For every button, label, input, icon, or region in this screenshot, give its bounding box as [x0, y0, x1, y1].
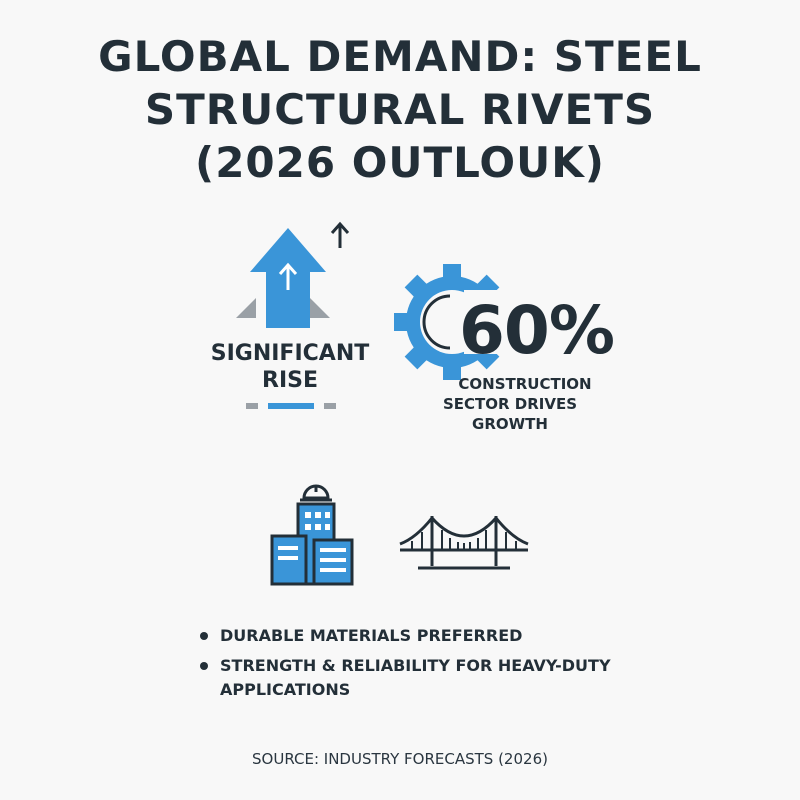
building-icon: [270, 484, 354, 586]
up-arrow-icon: [236, 221, 350, 328]
bullet-text: DURABLE MATERIALS PREFERRED: [220, 626, 523, 645]
list-item: DURABLE MATERIALS PREFERRED: [196, 624, 696, 648]
construction-caption-line-2: SECTOR DRIVES GROWTH: [442, 395, 578, 433]
bullet-list: DURABLE MATERIALS PREFERRED STRENGTH & R…: [196, 624, 696, 708]
bridge-icon: [399, 516, 529, 570]
rise-label: SIGNIFICANT RISE: [195, 340, 385, 394]
title-line-1: GLOBAL DEMAND: STEEL: [98, 32, 702, 81]
rise-label-line-2: RISE: [262, 368, 318, 393]
construction-percent: 60%: [459, 292, 615, 369]
bullet-text: STRENGTH & RELIABILITY FOR HEAVY-DUTY AP…: [220, 656, 611, 699]
source-note: SOURCE: INDUSTRY FORECASTS (2026): [252, 750, 548, 768]
title-line-2: STRUCTURAL RIVETS: [144, 85, 656, 134]
construction-caption: CONSTRUCTION SECTOR DRIVES GROWTH: [410, 374, 610, 434]
bullet-dot-icon: [200, 632, 208, 640]
page-title: GLOBAL DEMAND: STEEL STRUCTURAL RIVETS (…: [0, 30, 800, 189]
title-line-3: (2026 OUTLOUK): [195, 138, 605, 187]
rise-label-line-1: SIGNIFICANT: [210, 341, 370, 366]
bullet-dot-icon: [200, 662, 208, 670]
hard-hat-icon: [300, 484, 332, 502]
rise-underline-dashes: [246, 403, 336, 409]
list-item: STRENGTH & RELIABILITY FOR HEAVY-DUTY AP…: [196, 654, 696, 702]
construction-caption-line-1: CONSTRUCTION: [458, 375, 592, 393]
gear-icon: [394, 264, 512, 380]
